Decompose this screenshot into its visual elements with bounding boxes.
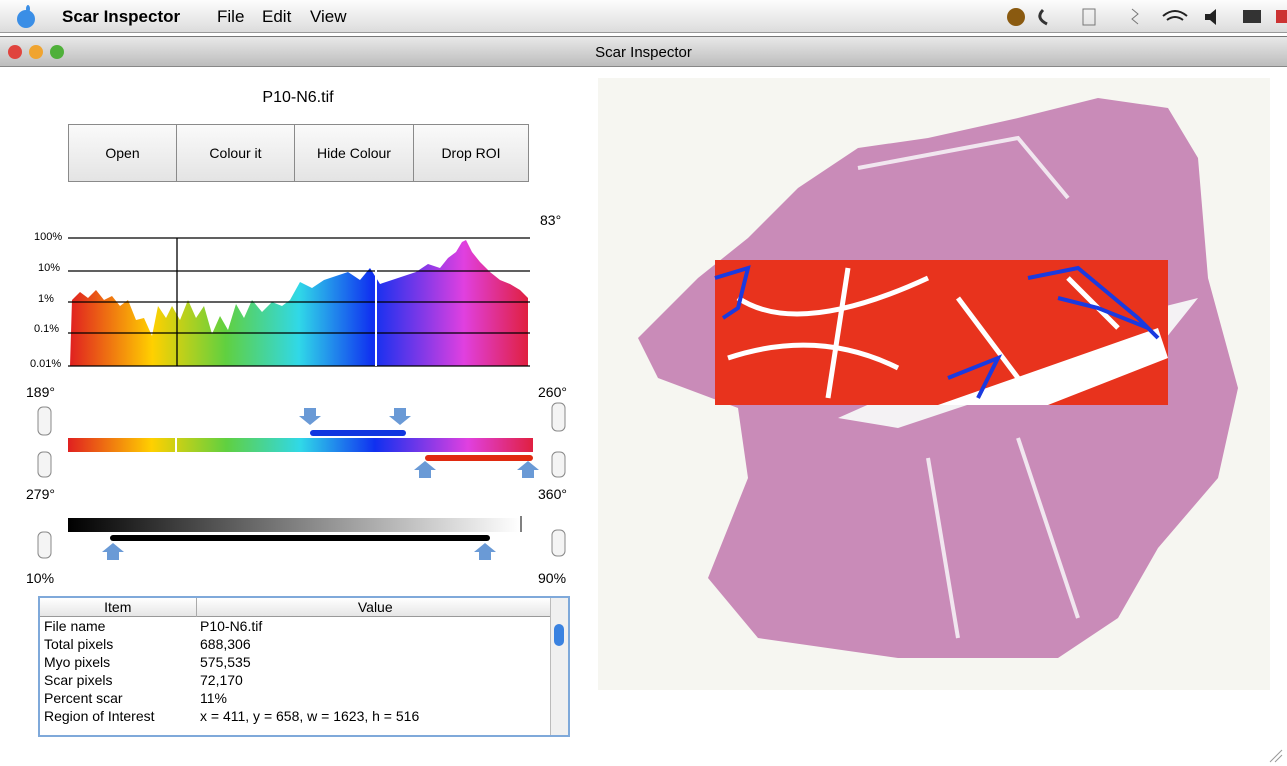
cell: Percent scar — [40, 689, 196, 707]
cell: 11% — [196, 689, 554, 707]
screen: Scar Inspector File Edit View Scar Inspe… — [0, 0, 1287, 765]
cell: 575,535 — [196, 653, 554, 671]
status-icons — [1005, 6, 1287, 28]
hue2-min-label: 279° — [26, 486, 55, 502]
controls-graphics — [0, 0, 596, 590]
cell: Region of Interest — [40, 707, 196, 725]
cell: P10-N6.tif — [196, 617, 554, 636]
cell: Myo pixels — [40, 653, 196, 671]
histogram — [70, 240, 528, 366]
grey-max-label: 90% — [538, 570, 566, 586]
cell: x = 411, y = 658, w = 1623, h = 516 — [196, 707, 554, 725]
resize-grip[interactable] — [1268, 748, 1284, 764]
cell: Total pixels — [40, 635, 196, 653]
column-header[interactable]: Item — [40, 598, 196, 617]
hue-max-label: 260° — [538, 384, 567, 400]
cell: 688,306 — [196, 635, 554, 653]
column-header[interactable]: Value — [196, 598, 554, 617]
cell: File name — [40, 617, 196, 636]
grey-min-label: 10% — [26, 570, 54, 586]
cell: 72,170 — [196, 671, 554, 689]
scrollbar[interactable] — [550, 598, 568, 735]
hue2-max-label: 360° — [538, 486, 567, 502]
cell: Scar pixels — [40, 671, 196, 689]
hue-min-label: 189° — [26, 384, 55, 400]
slide-image — [598, 78, 1270, 690]
